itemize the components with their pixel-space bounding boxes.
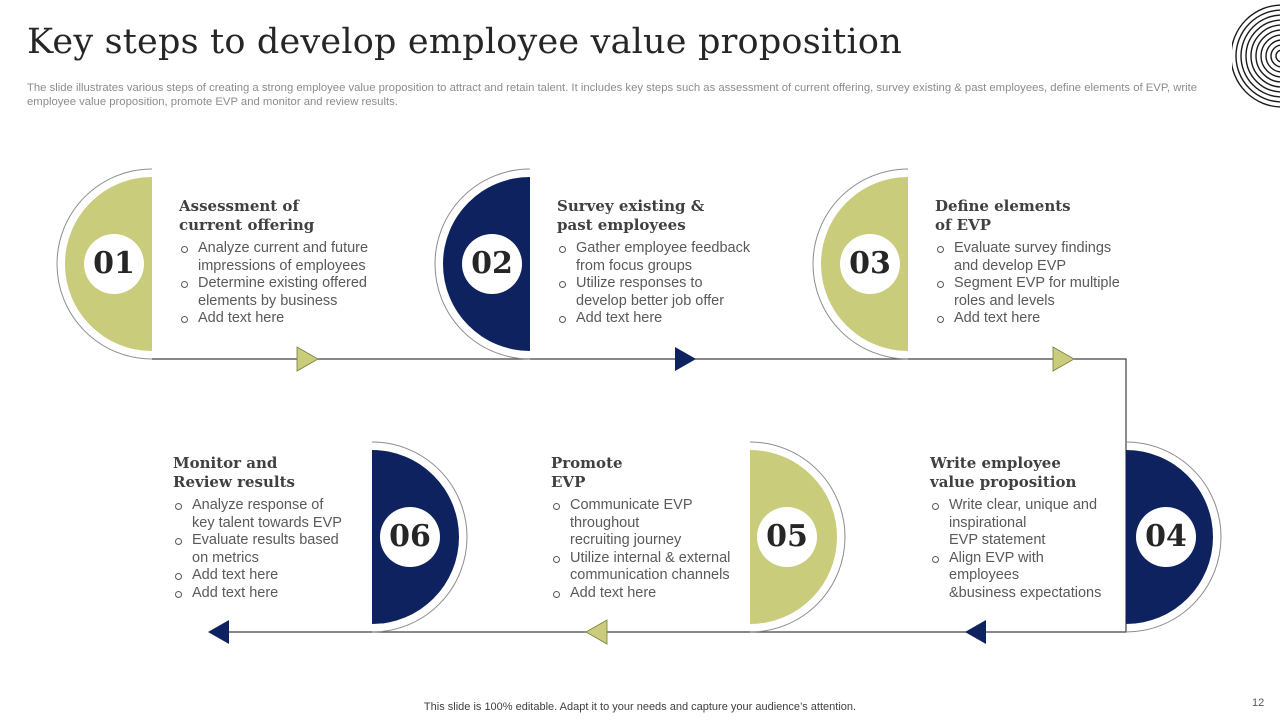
bullet-item: Gather employee feedback from focus grou… xyxy=(557,240,777,275)
footer-note: This slide is 100% editable. Adapt it to… xyxy=(423,701,857,713)
step-06-number: 06 xyxy=(380,507,440,567)
bullet-item: Analyze current and future impressions o… xyxy=(179,240,399,275)
step-04-number: 04 xyxy=(1136,507,1196,567)
bullet-item: Evaluate results based on metrics xyxy=(173,532,393,567)
bullet-item: Utilize responses to develop better job … xyxy=(557,275,777,310)
step-title: Monitor and Review results xyxy=(173,454,295,491)
bullet-list: Gather employee feedback from focus grou… xyxy=(557,240,777,328)
bullet-list: Communicate EVP throughout recruiting jo… xyxy=(551,497,771,603)
step-title: Survey existing & past employees xyxy=(557,197,705,234)
step-01-text: Assessment of current offering Analyze c… xyxy=(179,197,399,328)
step-title: Define elements of EVP xyxy=(935,197,1071,234)
bullet-item: Utilize internal & external communicatio… xyxy=(551,550,771,585)
bullet-item: Add text here xyxy=(557,310,777,328)
arrow-right-icon xyxy=(1052,346,1075,372)
bullet-item: Add text here xyxy=(173,585,393,603)
step-05-number: 05 xyxy=(757,507,817,567)
page-subtitle: The slide illustrates various steps of c… xyxy=(27,82,1198,108)
arrow-left-icon xyxy=(208,620,229,644)
arrow-left-icon xyxy=(965,620,986,644)
bullet-list: Write clear, unique and inspirational EV… xyxy=(930,497,1150,603)
bullet-item: Communicate EVP throughout recruiting jo… xyxy=(551,497,771,550)
step-03-text: Define elements of EVP Evaluate survey f… xyxy=(935,197,1155,328)
step-title: Assessment of current offering xyxy=(179,197,315,234)
step-01-number: 01 xyxy=(84,234,144,294)
step-03-number: 03 xyxy=(840,234,900,294)
page-title: Key steps to develop employee value prop… xyxy=(27,22,902,62)
bullet-item: Write clear, unique and inspirational EV… xyxy=(930,497,1150,550)
bullet-item: Segment EVP for multiple roles and level… xyxy=(935,275,1155,310)
step-title: Promote EVP xyxy=(551,454,623,491)
bullet-item: Add text here xyxy=(551,585,771,603)
step-06-text: Monitor and Review results Analyze respo… xyxy=(173,454,393,603)
arrow-right-icon xyxy=(296,346,319,372)
bullet-list: Evaluate survey findings and develop EVP… xyxy=(935,240,1155,328)
bullet-list: Analyze response of key talent towards E… xyxy=(173,497,393,603)
step-title: Write employee value proposition xyxy=(930,454,1077,491)
bullet-item: Determine existing offered elements by b… xyxy=(179,275,399,310)
step-04-text: Write employee value proposition Write c… xyxy=(930,454,1150,603)
concentric-rings-decoration xyxy=(1232,4,1280,108)
arrow-right-icon xyxy=(675,347,696,371)
page-number: 12 xyxy=(1252,697,1265,709)
bullet-list: Analyze current and future impressions o… xyxy=(179,240,399,328)
step-05-text: Promote EVP Communicate EVP throughout r… xyxy=(551,454,771,603)
arrow-left-icon xyxy=(585,619,608,645)
step-02-number: 02 xyxy=(462,234,522,294)
bullet-item: Analyze response of key talent towards E… xyxy=(173,497,393,532)
bullet-item: Align EVP with employees &business expec… xyxy=(930,550,1150,603)
step-02-text: Survey existing & past employees Gather … xyxy=(557,197,777,328)
bullet-item: Add text here xyxy=(179,310,399,328)
bullet-item: Evaluate survey findings and develop EVP xyxy=(935,240,1155,275)
bullet-item: Add text here xyxy=(935,310,1155,328)
bullet-item: Add text here xyxy=(173,567,393,585)
